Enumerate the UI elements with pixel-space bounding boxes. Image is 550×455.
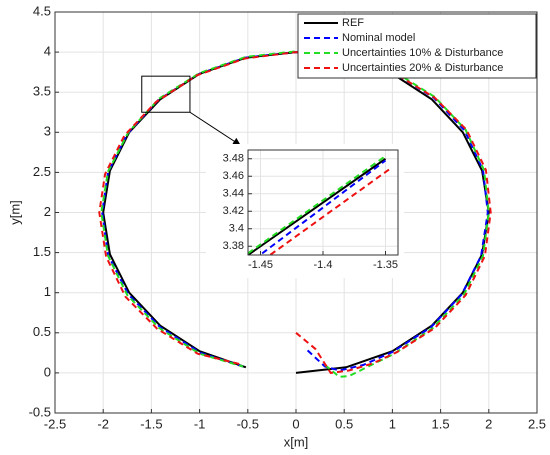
y-tick-label: 1.5 <box>33 244 51 259</box>
x-tick-label: 0 <box>292 416 299 431</box>
x-tick-label: 1.5 <box>432 416 450 431</box>
legend-label: Uncertainties 10% & Disturbance <box>342 47 503 59</box>
x-tick-label: 2 <box>485 416 492 431</box>
y-tick-label: 3.44 <box>223 188 244 200</box>
plot-frame <box>54 11 538 414</box>
y-axis-label: y[m] <box>7 200 22 225</box>
x-tick-label: 2.5 <box>528 416 546 431</box>
series-line <box>268 166 393 255</box>
y-tick-label: 3.38 <box>223 240 244 252</box>
legend-label: REF <box>342 17 364 29</box>
x-tick-label: 0.5 <box>335 416 353 431</box>
series-line <box>248 157 387 255</box>
series-line <box>248 155 387 255</box>
y-tick-label: 0.5 <box>33 324 51 339</box>
y-tick-label: 2.5 <box>33 164 51 179</box>
zoom-box <box>141 75 191 113</box>
legend-label: Uncertainties 20% & Disturbance <box>342 62 503 74</box>
main-plot: -2.5 -2 -1.5 -1 -0.5 0 0.5 1 1.5 2 2.5 -0.5 0 0.5 1 1.5… <box>7 3 546 449</box>
y-tick-label: 3 <box>44 124 51 139</box>
y-tick-label: 1 <box>44 284 51 299</box>
x-tick-label: -2.5 <box>44 416 66 431</box>
y-tick-label: 3.48 <box>223 153 244 165</box>
x-tick-label: 1 <box>389 416 396 431</box>
y-tick-label: 3.4 <box>229 223 244 235</box>
y-tick-label: 3.42 <box>223 205 244 217</box>
series-line <box>258 159 387 255</box>
x-tick-label: -2 <box>97 416 109 431</box>
y-tick-label: 3.5 <box>33 84 51 99</box>
y-tick-label: 4.5 <box>33 3 51 18</box>
y-tick-label: 3.46 <box>223 170 244 182</box>
legend-label: Nominal model <box>342 32 415 44</box>
x-axis-label: x[m] <box>284 434 309 449</box>
x-tick-label: -1.4 <box>314 259 333 271</box>
x-tick-label: -0.5 <box>237 416 259 431</box>
plot-frame <box>247 149 399 256</box>
inset-plot: -1.45 -1.4 -1.35 3.38 3.4 3.42 3.44 3.46 3.48 <box>206 144 404 278</box>
y-tick-label: 4 <box>44 44 51 59</box>
y-tick-label: -0.5 <box>29 404 51 419</box>
x-tick-label: -1.45 <box>248 259 273 271</box>
x-tick-label: -1.35 <box>373 259 398 271</box>
y-tick-label: 0 <box>44 364 51 379</box>
zoom-arrow <box>189 111 241 146</box>
x-tick-label: -1.5 <box>140 416 162 431</box>
y-tick-label: 2 <box>44 204 51 219</box>
x-tick-label: -1 <box>194 416 206 431</box>
